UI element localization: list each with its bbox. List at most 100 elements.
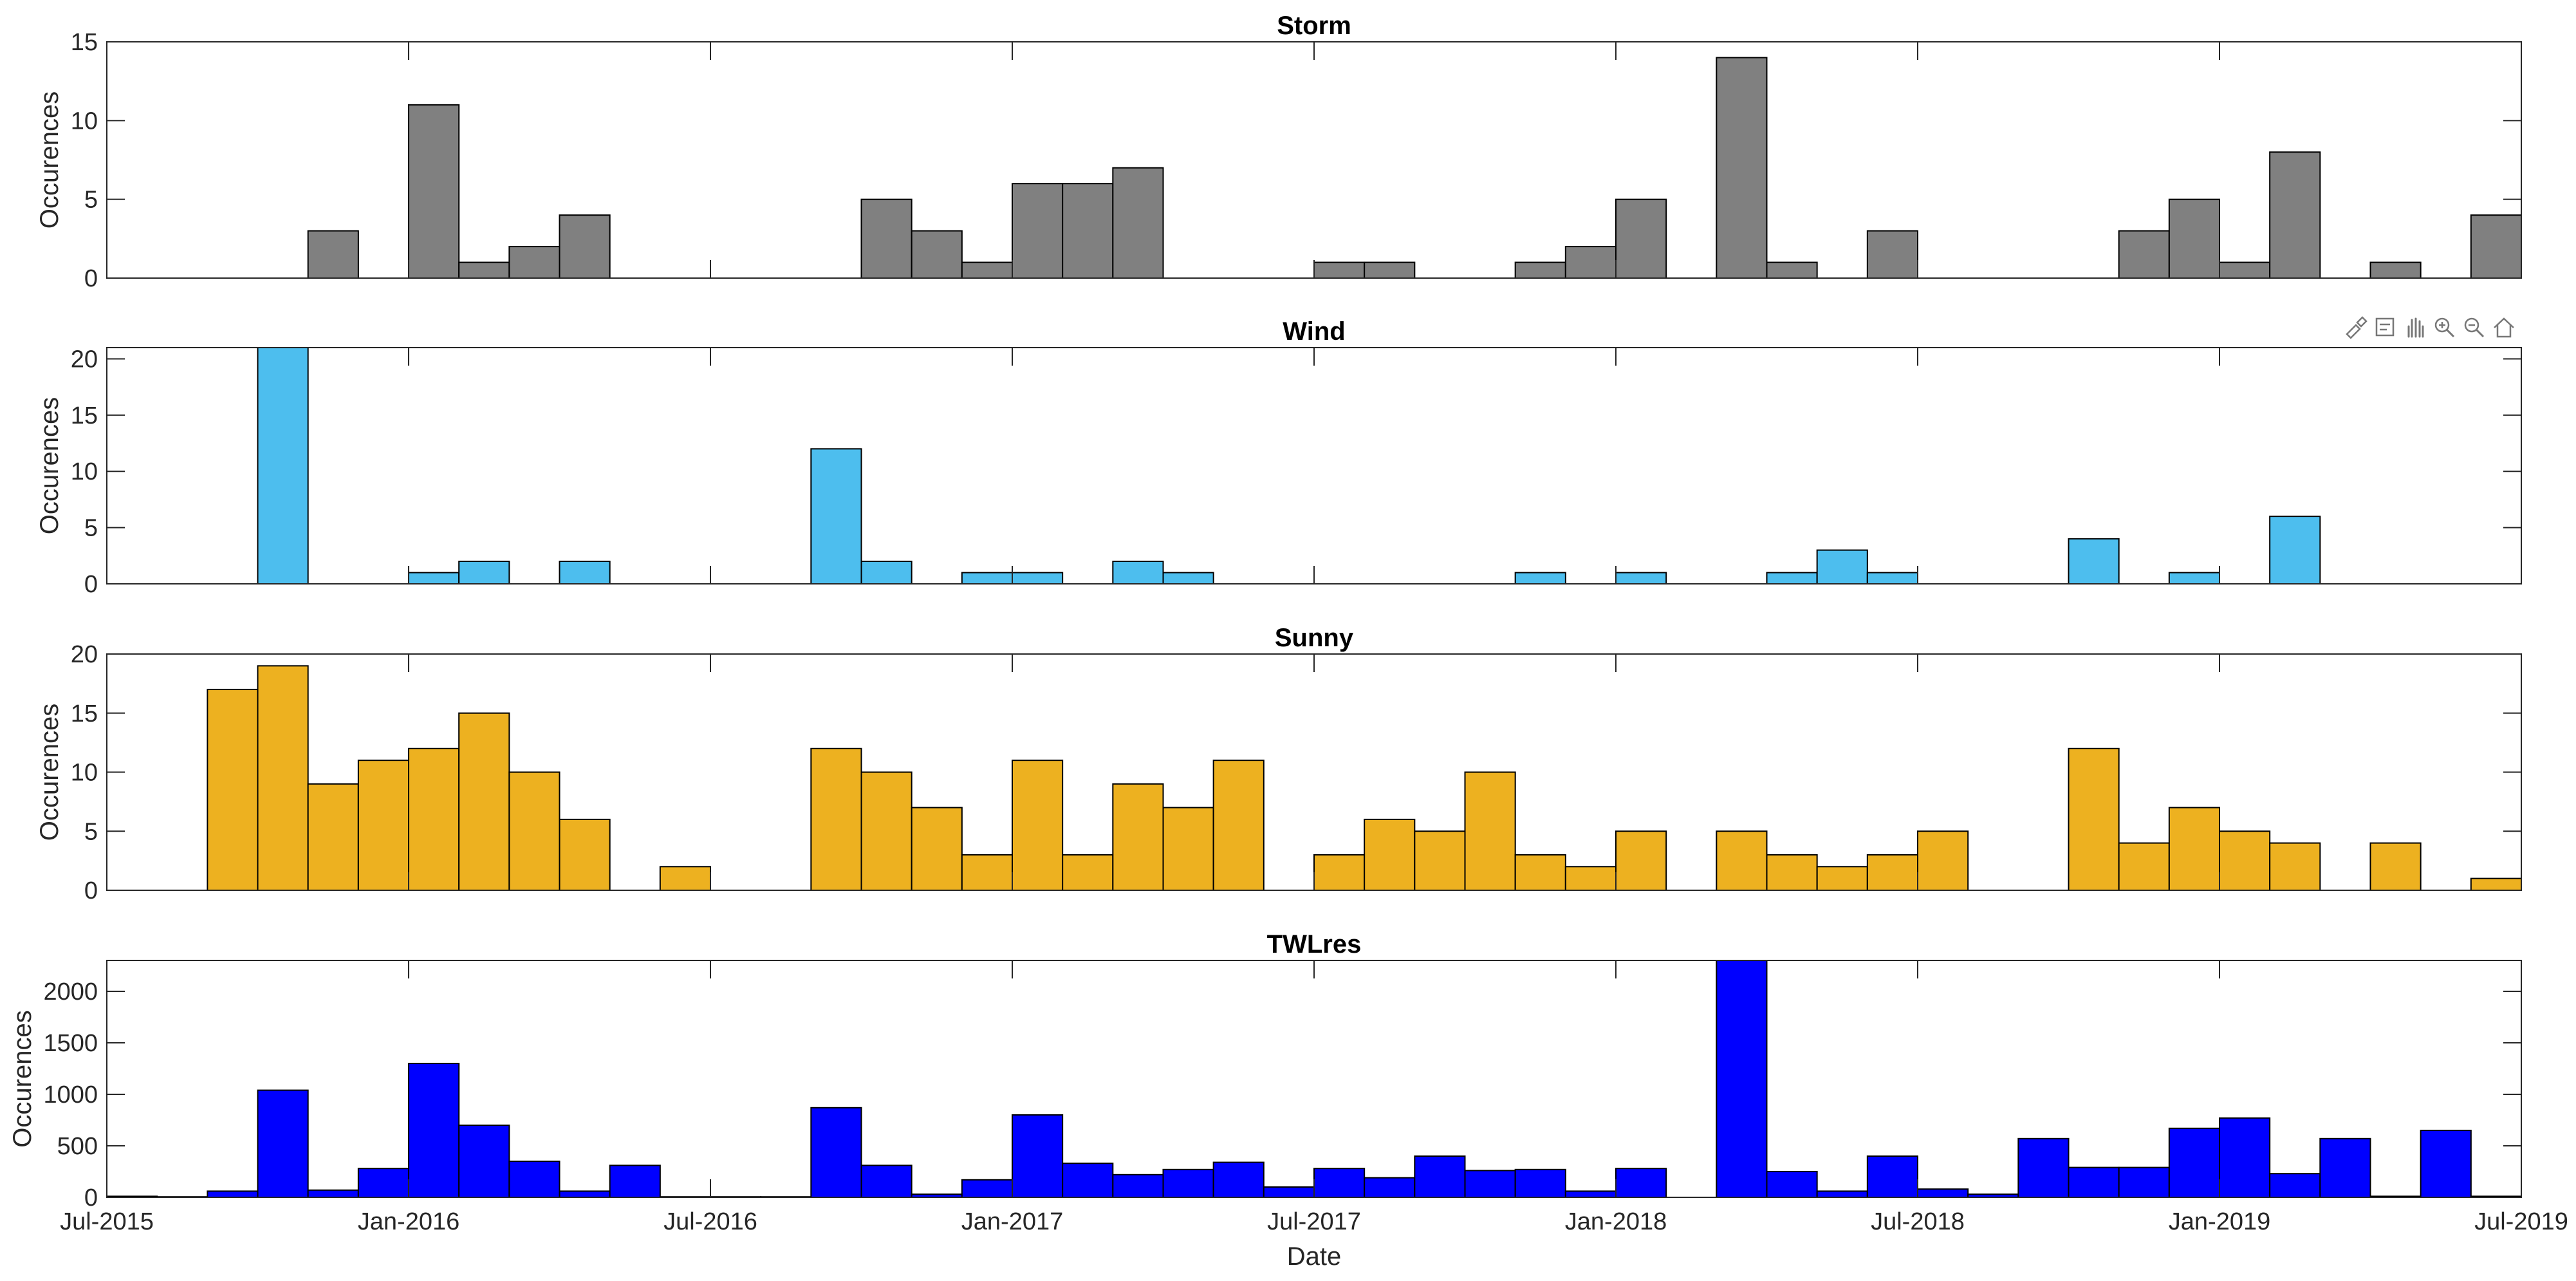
bar [2168,807,2220,892]
bar [357,1168,409,1198]
bar [1514,854,1566,891]
brush-icon[interactable] [2342,314,2369,341]
bar [408,747,460,892]
bar [1112,1173,1164,1199]
bar [1866,854,1918,891]
zoom-out-icon[interactable] [2461,314,2488,341]
y-tick-label: 20 [71,641,98,668]
bar [1816,549,1868,584]
y-tick-label: 1000 [43,1081,98,1108]
bar [559,818,611,892]
bar [961,1179,1014,1199]
y-tick-label: 5 [84,515,98,542]
bar [1866,1155,1918,1198]
bar [1615,830,1667,891]
y-axis-label: Occurences [35,397,64,534]
bar [1263,1186,1315,1198]
y-tick-label: 0 [84,571,98,598]
panel-wind: 0 5 10 15 20 Wind Occurences [35,317,2522,598]
bar [1313,261,1366,279]
panel-storm: 0 5 10 15 Storm Occurences [35,12,2522,292]
bar [1816,1190,1868,1199]
bar [2068,538,2120,584]
bar [1917,1188,1969,1198]
bar [207,1190,259,1199]
bar [207,689,259,892]
x-tick-label: Jan-2019 [2169,1208,2270,1235]
bar [1364,1177,1416,1198]
bar [860,198,913,279]
y-tick-label: 5 [84,187,98,214]
bar [1062,183,1114,279]
bar [860,1164,913,1199]
bar [810,1107,862,1199]
bar [508,246,561,279]
bar [1364,261,1416,279]
bar [1062,854,1114,891]
bar [860,771,913,891]
y-axis-label: Occurences [8,1010,37,1147]
home-icon[interactable] [2490,314,2517,341]
bar [2168,1127,2220,1199]
y-tick-label: 0 [84,877,98,904]
bar [1615,198,1667,279]
bar [1716,830,1768,891]
bar [257,1089,309,1198]
x-axis-label: Date [1287,1242,1342,1271]
bar [2068,1166,2120,1198]
bar [408,572,460,584]
bar [1313,1168,1366,1198]
bar [458,561,510,584]
y-tick-label: 0 [84,265,98,292]
bar [1564,1190,1617,1199]
bar [2420,1130,2472,1198]
x-tick-label: Jul-2019 [2474,1208,2568,1235]
x-tick-label: Jul-2018 [1871,1208,1965,1235]
x-tick-label: Jul-2016 [663,1208,757,1235]
bar [1716,960,1768,1198]
bar [1866,572,1918,584]
bar [458,712,510,891]
bar [1012,183,1064,279]
y-tick-label: 15 [71,29,98,56]
bar [1716,57,1768,279]
bar [1062,1163,1114,1198]
x-tick-label: Jul-2015 [60,1208,154,1235]
bar [1816,866,1868,892]
bar [609,1164,661,1199]
bar [307,230,359,279]
pan-hand-icon[interactable] [2402,314,2429,341]
bar [2168,572,2220,584]
y-tick-label: 5 [84,818,98,845]
datatip-icon[interactable] [2372,314,2399,341]
bar [1012,760,1064,892]
y-tick-label: 20 [71,346,98,373]
bar [961,854,1014,891]
bar [2269,516,2321,585]
y-tick-label: 10 [71,108,98,135]
panel-title: Storm [1277,12,1351,40]
y-tick-label: 2000 [43,978,98,1005]
bar [2269,151,2321,279]
bar [2017,1137,2070,1199]
bar [408,1063,460,1198]
zoom-in-icon[interactable] [2431,314,2458,341]
panel-title: Sunny [1275,624,1354,652]
x-tick-label: Jan-2016 [358,1208,459,1235]
bar [810,747,862,892]
bar [1766,1171,1818,1198]
panel-twlres: 0 500 1000 1500 2000 TWLres Occurences Jul-2015… [8,930,2568,1271]
bar [2470,877,2522,892]
bar [559,561,611,584]
bar [2219,261,2271,279]
bar [1866,230,1918,279]
bar [508,1161,561,1198]
y-tick-label: 15 [71,402,98,429]
bar [1012,1114,1064,1198]
bar [1364,818,1416,892]
bar [1212,760,1265,892]
y-axis-label: Occurences [35,91,64,229]
x-tick-label: Jul-2017 [1267,1208,1361,1235]
bar [1112,167,1164,279]
